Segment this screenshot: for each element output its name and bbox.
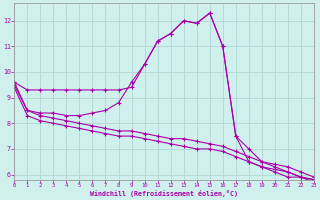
X-axis label: Windchill (Refroidissement éolien,°C): Windchill (Refroidissement éolien,°C) bbox=[90, 190, 238, 197]
